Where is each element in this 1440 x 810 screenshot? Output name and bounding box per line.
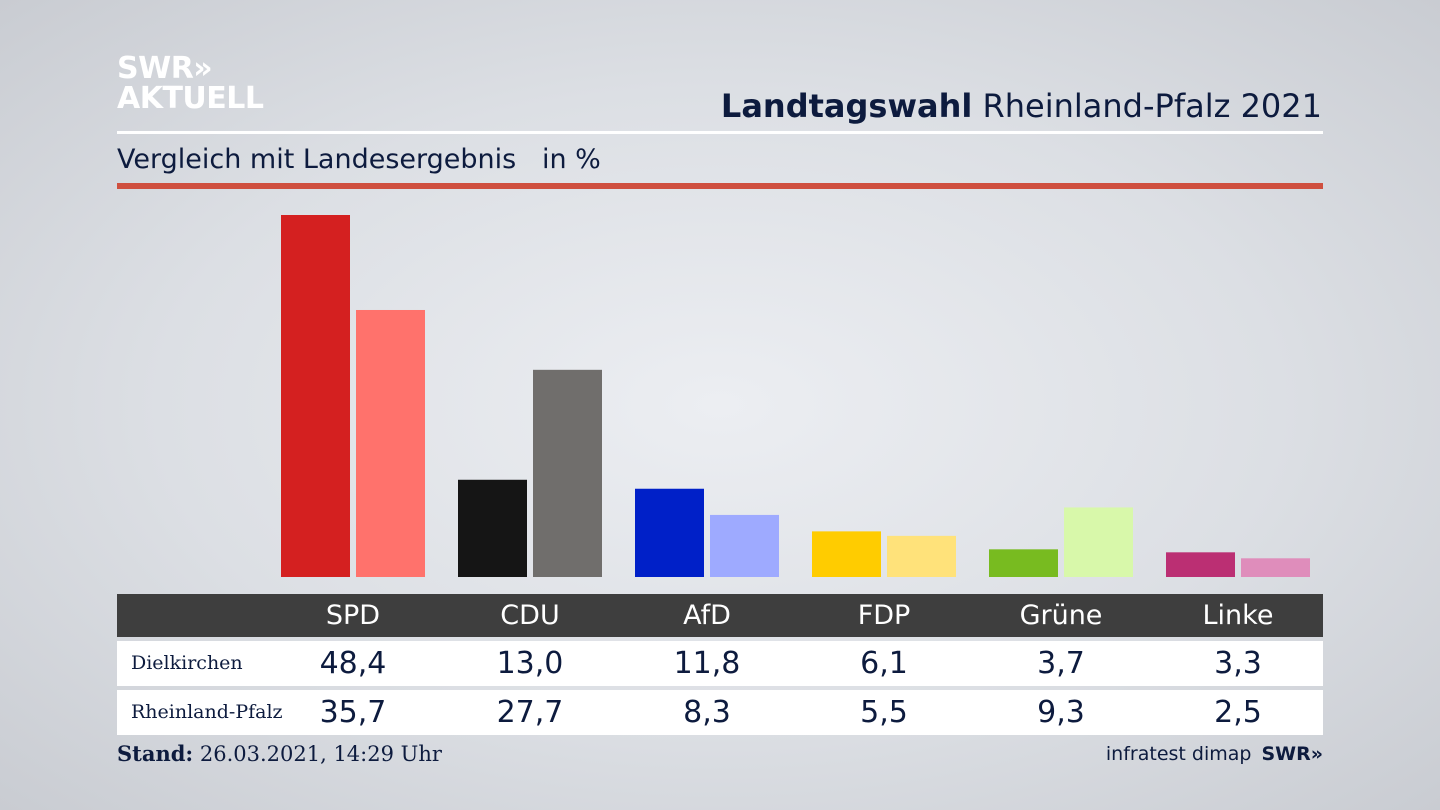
category-label-grüne: Grüne <box>1019 600 1103 631</box>
chart-subtitle: Vergleich mit Landesergebnis in % <box>117 144 601 175</box>
stand-value: 26.03.2021, 14:29 Uhr <box>193 742 442 766</box>
value-label-cdu-series-1: 27,7 <box>496 695 564 730</box>
title-rest: Rheinland-Pfalz 2021 <box>972 87 1322 125</box>
category-label-linke: Linke <box>1202 600 1274 631</box>
bar-cdu-series-1 <box>533 369 602 577</box>
value-label-linke-series-1: 2,5 <box>1214 695 1262 730</box>
accent-divider <box>117 183 1323 189</box>
bar-afd-series-1 <box>710 514 779 577</box>
table-row-1: Rheinland-Pfalz 35,7 27,7 8,3 5,5 9,3 2,5 <box>117 690 1323 735</box>
category-label-cdu: CDU <box>500 600 560 631</box>
bar-cdu-series-0 <box>458 479 527 577</box>
value-label-afd-series-1: 8,3 <box>683 695 731 730</box>
bar-fdp-series-1 <box>887 535 956 577</box>
table-header-row: SPD CDU AfD FDP Grüne Linke <box>117 594 1323 637</box>
bar-linke-series-1 <box>1241 558 1310 577</box>
bar-spd-series-0 <box>281 215 350 577</box>
category-label-fdp: FDP <box>857 600 911 631</box>
swr-aktuell-logo: SWR» AKTUELL <box>117 54 264 114</box>
value-label-spd-series-1: 35,7 <box>319 695 387 730</box>
bar-grüne-series-0 <box>989 549 1058 577</box>
stand-label: Stand: <box>117 741 194 766</box>
category-label-spd: SPD <box>325 600 381 631</box>
bar-spd-series-1 <box>356 309 425 577</box>
title-bold: Landtagswahl <box>720 87 973 125</box>
value-label-fdp-series-0: 6,1 <box>860 646 908 681</box>
logo-line-1: SWR» <box>117 51 213 86</box>
value-label-linke-series-0: 3,3 <box>1214 646 1262 681</box>
row-label: Rheinland-Pfalz <box>131 701 283 723</box>
value-label-cdu-series-0: 13,0 <box>496 646 564 681</box>
bar-fdp-series-0 <box>812 531 881 577</box>
results-table: SPD CDU AfD FDP Grüne Linke Dielkirchen 48,4 1… <box>117 594 1323 735</box>
value-label-fdp-series-1: 5,5 <box>860 695 908 730</box>
timestamp: Stand: 26.03.2021, 14:29 Uhr <box>117 740 442 768</box>
bar-linke-series-0 <box>1166 552 1235 577</box>
value-label-afd-series-0: 11,8 <box>673 646 741 681</box>
bar-grüne-series-1 <box>1064 507 1133 577</box>
page-title: Landtagswahl Rheinland-Pfalz 2021 <box>721 86 1322 126</box>
header-divider <box>117 131 1323 134</box>
row-label: Dielkirchen <box>131 652 243 674</box>
bar-afd-series-0 <box>635 488 704 577</box>
value-label-spd-series-0: 48,4 <box>319 646 387 681</box>
footer-logo: SWR» <box>1261 743 1323 765</box>
logo-line-2: AKTUELL <box>117 81 264 116</box>
table-row-0: Dielkirchen 48,4 13,0 11,8 6,1 3,7 3,3 <box>117 641 1323 686</box>
source-credit: infratest dimap SWR» <box>1106 741 1323 767</box>
source-label: infratest dimap <box>1105 743 1252 765</box>
category-label-afd: AfD <box>683 600 731 631</box>
value-label-grüne-series-0: 3,7 <box>1037 646 1085 681</box>
value-label-grüne-series-1: 9,3 <box>1037 695 1085 730</box>
